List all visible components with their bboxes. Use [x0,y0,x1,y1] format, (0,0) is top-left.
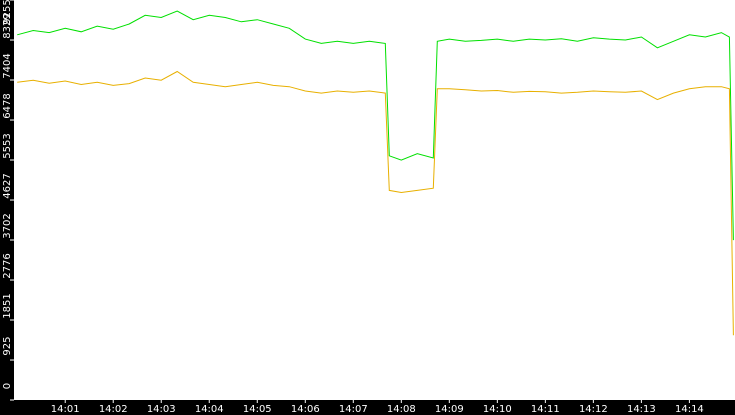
y-tick-label: 3702 [2,213,13,238]
x-tick-label: 14:08 [387,404,416,415]
y-tick-label: 6478 [2,93,13,118]
y-tick-label: 5553 [2,133,13,158]
y-tick-label: 7404 [2,53,13,78]
x-tick-label: 14:03 [147,404,176,415]
x-tick-label: 14:09 [435,404,464,415]
x-tick-label: 14:05 [243,404,272,415]
x-tick-label: 14:10 [483,404,512,415]
x-tick-label: 14:13 [627,404,656,415]
y-tick-label: 9255 [2,0,13,25]
x-tick-label: 14:02 [99,404,128,415]
x-tick-label: 14:12 [579,404,608,415]
y-tick-label: 2776 [2,253,13,278]
y-axis-band [0,0,14,415]
x-axis-band [0,400,735,415]
line [17,10,734,241]
y-tick-label: 925 [2,336,13,355]
y-tick-label: 8329 [2,13,13,38]
x-tick-label: 14:01 [51,404,80,415]
x-tick-label: 14:06 [291,404,320,415]
x-tick-label: 14:07 [339,404,368,415]
x-tick-label: 14:04 [195,404,224,415]
x-tick-label: 14:11 [531,404,560,415]
line [17,70,734,336]
y-tick-label: 0 [2,383,13,389]
y-tick-label: 4627 [2,173,13,198]
x-tick-label: 14:14 [675,404,704,415]
y-tick-label: 1851 [2,293,13,318]
